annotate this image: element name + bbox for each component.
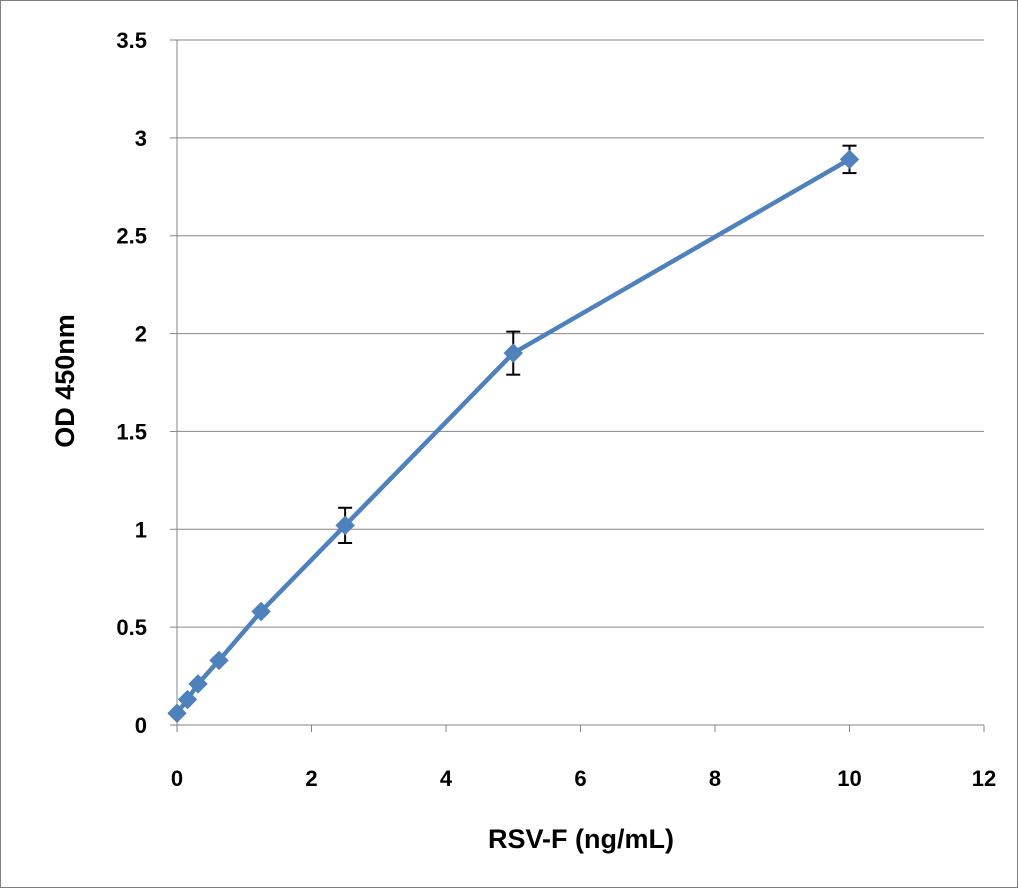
gridlines — [177, 39, 984, 628]
y-tick-labels: 0 0.5 1 1.5 2 2.5 3 3.5 — [116, 28, 147, 738]
x-tick-label: 2 — [305, 766, 317, 791]
y-tick-label: 2 — [135, 322, 147, 347]
series-line — [174, 157, 852, 716]
data-point — [209, 650, 229, 671]
data-point — [335, 515, 355, 536]
x-tick-label: 6 — [574, 766, 586, 791]
y-tick-label: 1.5 — [116, 419, 147, 444]
y-tick-label: 0 — [135, 713, 147, 738]
x-axis-title: RSV-F (ng/mL) — [488, 824, 674, 854]
x-tick-label: 4 — [440, 766, 453, 791]
x-tick-labels: 0 2 4 6 8 10 12 — [171, 766, 996, 791]
axes — [170, 39, 985, 732]
x-tick-label: 8 — [709, 766, 721, 791]
y-tick-label: 3.5 — [116, 28, 147, 53]
y-tick-label: 2.5 — [116, 224, 147, 249]
y-tick-label: 0.5 — [116, 615, 147, 640]
series-group — [167, 144, 860, 723]
x-tick-label: 10 — [837, 766, 861, 791]
data-point — [177, 689, 198, 710]
x-tick-label: 0 — [171, 766, 183, 791]
y-tick-label: 1 — [135, 517, 147, 542]
x-tick-label: 12 — [972, 766, 996, 791]
data-point — [839, 149, 860, 170]
data-point — [503, 343, 523, 363]
y-axis-title: OD 450nm — [50, 314, 80, 448]
data-point — [188, 674, 208, 694]
y-tick-label: 3 — [135, 126, 147, 151]
data-point — [167, 703, 187, 723]
data-point — [251, 601, 271, 622]
